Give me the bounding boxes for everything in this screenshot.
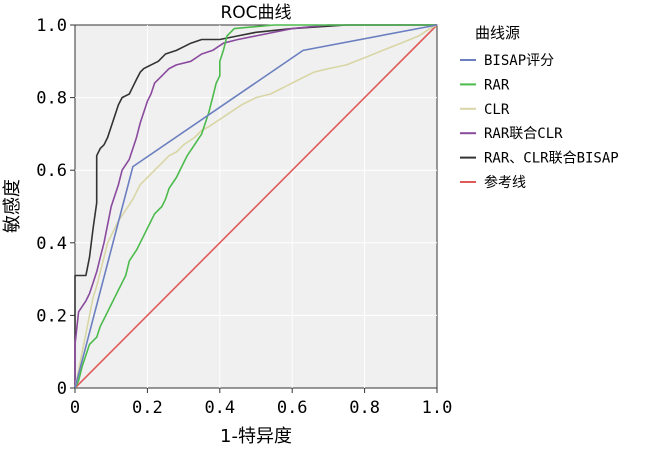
series-line-series [74, 24, 438, 389]
y-tick-label: 0.8 [36, 89, 67, 109]
legend-title: 曲线源 [475, 24, 520, 42]
legend-label: RAR、CLR联合BISAP [484, 151, 619, 167]
y-tick-label: 0 [57, 379, 67, 399]
axis-ticks: 0 0.2 0.4 0.6 0.8 1.0 0 0.2 0.4 0.6 0.8 1.0 [36, 16, 452, 418]
grid-lines [75, 25, 437, 388]
y-tick-label: 0.4 [36, 234, 67, 254]
y-tick-label: 0.6 [36, 161, 67, 181]
y-tick-label: 1.0 [36, 16, 67, 36]
series-line-clr [74, 24, 438, 389]
legend: 曲线源 BISAP评分 RAR CLR RAR联合CLR RAR、CLR联合BISAP 参… [460, 24, 619, 191]
series-lines [74, 24, 438, 389]
x-tick-label: 0.2 [132, 398, 163, 418]
legend-label: 参考线 [484, 174, 526, 191]
x-tick-label: 0.6 [277, 398, 308, 418]
series-line-bisap [74, 24, 438, 389]
y-axis-label: 敏感度 [2, 179, 23, 233]
x-tick-label: 0.4 [204, 398, 235, 418]
series-line-rar-clr [74, 24, 437, 388]
x-tick-label: 1.0 [422, 398, 453, 418]
x-tick-label: 0.8 [349, 398, 380, 418]
y-tick-label: 0.2 [36, 306, 67, 326]
legend-label: RAR [484, 77, 510, 93]
legend-label: RAR联合CLR [484, 126, 563, 142]
series-line-rar [74, 24, 437, 389]
legend-label: CLR [484, 102, 510, 118]
x-tick-label: 0 [70, 398, 80, 418]
legend-label: BISAP评分 [484, 53, 554, 69]
x-axis-label: 1-特异度 [220, 426, 292, 447]
chart-title: ROC曲线 [220, 3, 291, 23]
series-line-rar-clr-bisap [74, 24, 437, 388]
